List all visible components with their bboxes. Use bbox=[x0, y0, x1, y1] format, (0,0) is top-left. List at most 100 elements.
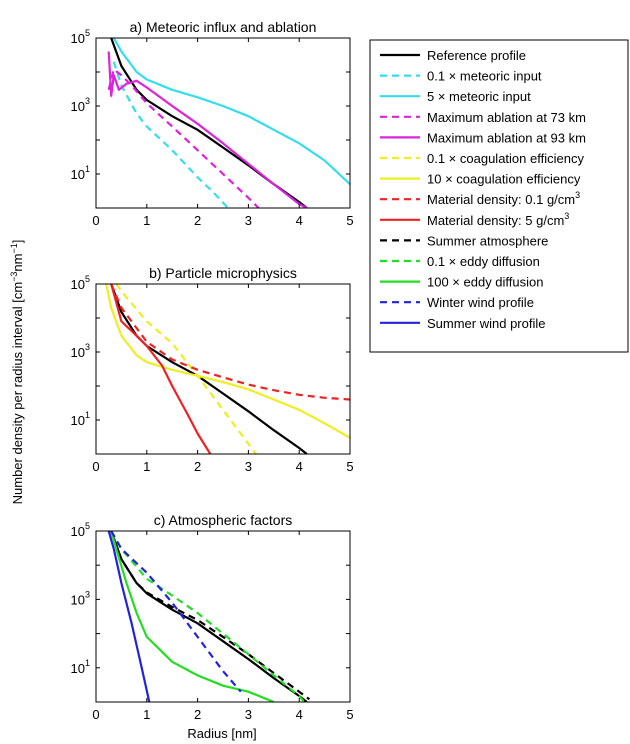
legend-label-text: Winter wind profile bbox=[427, 295, 534, 310]
y-axis-label: Number density per radius interval [cm−3… bbox=[9, 240, 25, 505]
y-tick-base: 10 bbox=[71, 413, 85, 428]
plot-area-frame bbox=[95, 37, 351, 209]
legend-label: Summer atmosphere bbox=[427, 233, 548, 248]
x-tick-label: 4 bbox=[296, 459, 303, 474]
legend-label-text: 0.1 × coagulation efficiency bbox=[427, 151, 584, 166]
series-line-5-meteoric-input bbox=[112, 38, 350, 186]
legend-label: Material density: 0.1 g/cm3 bbox=[427, 190, 580, 207]
panel-title: a) Meteoric influx and ablation bbox=[130, 19, 317, 35]
series-line-material-density-0-1-g-cm- bbox=[110, 284, 350, 401]
y-tick-base: 10 bbox=[71, 167, 85, 182]
y-tick-exponent: 1 bbox=[85, 658, 90, 668]
legend-label-text: 100 × eddy diffusion bbox=[427, 275, 544, 290]
series-line-maximum-ablation-at-73-km bbox=[107, 68, 260, 208]
x-tick-label: 0 bbox=[92, 459, 99, 474]
y-tick-label: 101 bbox=[71, 164, 90, 182]
y-tick-exponent: 3 bbox=[85, 96, 90, 106]
y-tick-label: 105 bbox=[71, 521, 90, 539]
legend-entry: 5 × meteoric input bbox=[380, 89, 531, 104]
x-tick-label: 3 bbox=[245, 213, 252, 228]
y-tick-label: 103 bbox=[71, 589, 90, 607]
legend-entry: 0.1 × meteoric input bbox=[380, 69, 542, 84]
y-tick-exponent: 1 bbox=[85, 410, 90, 420]
y-tick-exponent: 5 bbox=[85, 274, 90, 284]
legend-entry: Summer atmosphere bbox=[380, 233, 548, 248]
x-tick-label: 4 bbox=[296, 213, 303, 228]
y-tick-base: 10 bbox=[71, 277, 85, 292]
legend-label: Material density: 5 g/cm3 bbox=[427, 211, 569, 228]
y-tick-exponent: 3 bbox=[85, 342, 90, 352]
legend-label: Maximum ablation at 73 km bbox=[427, 110, 586, 125]
legend-label-text: Summer atmosphere bbox=[427, 233, 548, 248]
y-tick-exponent: 5 bbox=[85, 521, 90, 531]
y-tick-base: 10 bbox=[71, 31, 85, 46]
legend: Reference profile 0.1 × meteoric input 5 ×… bbox=[369, 39, 629, 353]
y-tick-base: 10 bbox=[71, 524, 85, 539]
series-group bbox=[105, 284, 350, 454]
y-tick-label: 105 bbox=[71, 28, 90, 46]
series-line-maximum-ablation-at-93-km bbox=[107, 51, 308, 208]
y-tick-base: 10 bbox=[71, 345, 85, 360]
y-tick-exponent: 5 bbox=[85, 28, 90, 38]
series-line-reference-profile bbox=[110, 284, 308, 454]
legend-box bbox=[369, 39, 629, 353]
legend-label-text: 10 × coagulation efficiency bbox=[427, 172, 581, 187]
legend-label-text: 0.1 × eddy diffusion bbox=[427, 254, 540, 269]
x-axis-label: Radius [nm] bbox=[187, 726, 256, 741]
legend-entry: Material density: 5 g/cm3 bbox=[380, 211, 569, 228]
y-tick-exponent: 1 bbox=[85, 164, 90, 174]
x-tick-label: 2 bbox=[194, 213, 201, 228]
y-tick-label: 101 bbox=[71, 658, 90, 676]
x-tick-label: 1 bbox=[143, 459, 150, 474]
y-tick-label: 101 bbox=[71, 410, 90, 428]
x-tick-label: 1 bbox=[143, 707, 150, 722]
y-tick-base: 10 bbox=[71, 661, 85, 676]
series-line-0-1-eddy-diffusion bbox=[110, 531, 306, 702]
legend-label: 10 × coagulation efficiency bbox=[427, 172, 581, 187]
series-group bbox=[107, 38, 350, 208]
legend-label: 0.1 × coagulation efficiency bbox=[427, 151, 584, 166]
legend-label: Maximum ablation at 93 km bbox=[427, 130, 586, 145]
legend-entry: 0.1 × coagulation efficiency bbox=[380, 151, 584, 166]
series-line-0-1-coagulation-efficiency bbox=[115, 284, 257, 454]
legend-label: Winter wind profile bbox=[427, 295, 534, 310]
legend-entry: Maximum ablation at 73 km bbox=[380, 110, 586, 125]
x-tick-label: 5 bbox=[346, 459, 353, 474]
x-tick-label: 2 bbox=[194, 707, 201, 722]
legend-entry: Maximum ablation at 93 km bbox=[380, 130, 586, 145]
series-group bbox=[107, 531, 311, 702]
panel-title: b) Particle microphysics bbox=[149, 265, 297, 281]
legend-entry: 10 × coagulation efficiency bbox=[380, 172, 581, 187]
legend-label: 0.1 × eddy diffusion bbox=[427, 254, 540, 269]
y-tick-base: 10 bbox=[71, 99, 85, 114]
legend-label-sup: 3 bbox=[564, 211, 569, 221]
y-tick-base: 10 bbox=[71, 592, 85, 607]
series-line-reference-profile bbox=[110, 38, 308, 208]
legend-label-text: Reference profile bbox=[427, 48, 526, 63]
x-tick-label: 3 bbox=[245, 707, 252, 722]
x-tick-label: 2 bbox=[194, 459, 201, 474]
x-tick-label: 0 bbox=[92, 213, 99, 228]
legend-label: Reference profile bbox=[427, 48, 526, 63]
legend-label: 100 × eddy diffusion bbox=[427, 275, 544, 290]
x-tick-label: 0 bbox=[92, 707, 99, 722]
legend-label-text: Summer wind profile bbox=[427, 316, 546, 331]
legend-label-text: Material density: 5 g/cm bbox=[427, 213, 564, 228]
series-line-10-coagulation-efficiency bbox=[105, 284, 350, 439]
y-tick-exponent: 3 bbox=[85, 589, 90, 599]
series-line-0-1-meteoric-input bbox=[112, 61, 229, 208]
panel-title: c) Atmospheric factors bbox=[154, 512, 293, 528]
legend-entry: Summer wind profile bbox=[380, 316, 546, 331]
legend-entry: Winter wind profile bbox=[380, 295, 534, 310]
legend-label-text: Material density: 0.1 g/cm bbox=[427, 192, 575, 207]
legend-entry: 0.1 × eddy diffusion bbox=[380, 254, 540, 269]
x-tick-label: 3 bbox=[245, 459, 252, 474]
legend-label: 5 × meteoric input bbox=[427, 89, 531, 104]
x-tick-label: 4 bbox=[296, 707, 303, 722]
legend-entry: Reference profile bbox=[380, 48, 526, 63]
series-line-100-eddy-diffusion bbox=[110, 531, 275, 702]
x-tick-label: 5 bbox=[346, 213, 353, 228]
